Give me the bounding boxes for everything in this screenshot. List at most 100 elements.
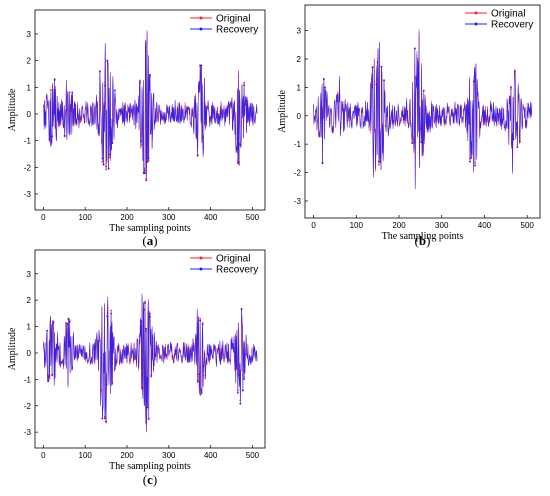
series-point-original	[110, 309, 113, 312]
series-point-recovery	[100, 389, 102, 391]
series-point-recovery	[108, 153, 111, 156]
series-point-original	[378, 163, 380, 166]
series-point-original	[204, 377, 207, 380]
series-point-recovery	[140, 320, 143, 322]
legend-label: Recovery	[216, 265, 258, 276]
series-point-original	[108, 156, 111, 159]
series-point-recovery	[200, 392, 203, 395]
series-point-recovery	[67, 317, 70, 320]
series-point-recovery	[68, 320, 71, 323]
series-point-original	[201, 139, 204, 142]
series-point-recovery	[199, 319, 202, 322]
legend-item-original: Original	[465, 9, 525, 20]
plot-area	[43, 293, 258, 433]
series-point-original	[412, 138, 415, 141]
series-point-original	[103, 415, 106, 418]
x-tick-label: 100	[350, 221, 364, 230]
series-point-recovery	[63, 134, 66, 137]
legend-swatch-marker	[474, 22, 478, 26]
panel-caption: (c)	[143, 472, 157, 487]
series-point-original	[145, 177, 148, 180]
series-point-original	[236, 389, 239, 392]
series-point-original	[111, 380, 114, 383]
series-point-recovery	[470, 157, 473, 159]
y-tick-label: 2	[27, 296, 32, 305]
x-axis-label: The sampling points	[109, 223, 191, 234]
series-point-original	[239, 399, 242, 402]
x-tick-label: 500	[521, 221, 535, 230]
series-point-original	[103, 81, 106, 84]
series-point-recovery	[413, 47, 416, 50]
series-point-recovery	[196, 154, 199, 157]
x-tick-label: 200	[392, 221, 406, 230]
plot-area	[43, 30, 258, 182]
series-point-original	[149, 75, 151, 78]
legend-label: Recovery	[491, 20, 533, 31]
y-tick-label: -2	[294, 169, 302, 178]
series-point-recovery	[52, 321, 55, 324]
series-point-recovery	[106, 315, 109, 318]
series-point-recovery	[510, 86, 512, 88]
series-point-original	[144, 170, 146, 172]
series-point-recovery	[51, 373, 54, 376]
series-point-original	[141, 383, 144, 386]
series-point-recovery	[376, 61, 379, 64]
series-point-original	[195, 137, 198, 140]
series-point-original	[200, 67, 203, 69]
series-point-original	[68, 91, 71, 94]
series-point-recovery	[243, 378, 245, 381]
series-point-original	[49, 88, 52, 91]
series-point-recovery	[519, 140, 521, 143]
series-point-recovery	[422, 89, 425, 92]
series-point-recovery	[101, 157, 104, 160]
y-tick-label: -3	[24, 190, 32, 199]
series-point-original	[420, 139, 423, 142]
series-point-original	[415, 75, 417, 78]
series-point-recovery	[105, 165, 107, 168]
series-point-recovery	[139, 81, 141, 84]
series-point-recovery	[243, 84, 245, 87]
series-point-original	[101, 160, 104, 163]
series-point-recovery	[322, 78, 325, 80]
series-point-recovery	[147, 418, 150, 420]
legend-item-original: Original	[190, 14, 250, 25]
x-axis-label: The sampling points	[109, 461, 191, 472]
series-point-recovery	[150, 374, 153, 376]
series-point-original	[139, 79, 141, 82]
series-point-recovery	[238, 374, 240, 377]
series-point-original	[510, 88, 512, 90]
series-point-recovery	[48, 375, 51, 377]
y-tick-label: 2	[27, 57, 32, 66]
x-axis-label: The sampling points	[382, 231, 464, 242]
series-point-recovery	[102, 163, 105, 166]
x-tick-label: 0	[311, 221, 316, 230]
x-tick-label: 0	[41, 451, 46, 460]
series-point-original	[513, 69, 516, 72]
y-tick-label: 3	[27, 270, 32, 279]
legend-swatch-marker	[474, 11, 478, 15]
x-tick-label: 300	[162, 213, 176, 222]
series-point-recovery	[146, 406, 149, 409]
series-point-original	[239, 142, 242, 145]
series-point-original	[470, 155, 473, 157]
series-point-recovery	[111, 382, 114, 385]
plot-area	[313, 29, 533, 190]
x-tick-label: 300	[435, 221, 449, 230]
series-point-original	[147, 159, 150, 162]
series-point-recovery	[201, 323, 204, 326]
series-point-recovery	[411, 142, 414, 145]
series-point-original	[243, 376, 245, 378]
series-line-recovery	[313, 32, 533, 190]
series-point-original	[65, 324, 67, 327]
x-tick-label: 200	[120, 213, 134, 222]
plot-frame	[34, 249, 266, 449]
series-point-recovery	[110, 312, 113, 315]
series-point-recovery	[375, 83, 378, 86]
plot-frame	[34, 9, 266, 211]
series-point-recovery	[415, 77, 417, 80]
x-tick-label: 300	[162, 451, 176, 460]
series-point-recovery	[201, 136, 204, 139]
series-point-recovery	[51, 135, 54, 138]
y-tick-label: 0	[27, 349, 32, 358]
